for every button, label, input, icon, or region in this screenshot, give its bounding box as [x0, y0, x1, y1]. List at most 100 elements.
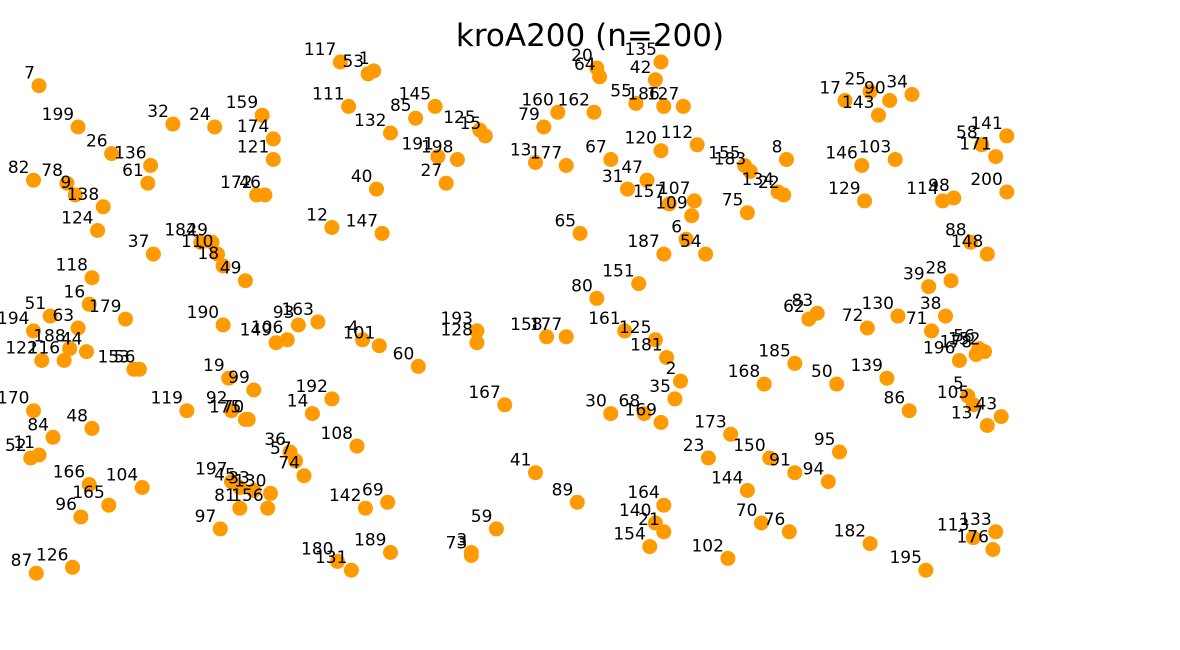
point-38	[938, 308, 953, 324]
point-label-159: 159	[226, 93, 258, 113]
point-171	[988, 149, 1004, 165]
point-label-89: 89	[552, 480, 574, 500]
point-24	[207, 119, 223, 135]
point-label-140: 140	[619, 501, 651, 521]
point-label-32: 32	[147, 102, 169, 122]
point-label-192: 192	[295, 377, 327, 397]
point-147	[374, 225, 390, 241]
point-132	[383, 125, 398, 141]
point-label-106: 106	[251, 318, 283, 338]
point-29	[204, 234, 220, 250]
point-120	[653, 143, 669, 159]
point-32	[165, 116, 181, 132]
point-165	[101, 497, 117, 513]
point-195	[918, 562, 934, 578]
point-label-52: 52	[5, 436, 27, 456]
point-186	[656, 98, 672, 114]
point-label-22: 22	[758, 173, 780, 193]
point-37	[145, 246, 161, 262]
point-170	[26, 403, 41, 419]
point-18	[215, 258, 231, 274]
point-label-43: 43	[976, 395, 998, 415]
point-label-3: 3	[456, 531, 467, 551]
point-11	[31, 447, 47, 463]
point-label-163: 163	[281, 300, 313, 320]
point-164	[656, 497, 672, 513]
point-78	[59, 175, 75, 191]
point-40	[369, 181, 384, 197]
point-label-141: 141	[970, 114, 1002, 134]
point-label-31: 31	[602, 167, 624, 187]
point-label-16: 16	[64, 282, 86, 302]
point-label-65: 65	[554, 211, 576, 231]
point-label-142: 142	[329, 486, 361, 506]
point-194	[26, 323, 41, 339]
point-label-105: 105	[937, 383, 969, 403]
point-label-167: 167	[468, 383, 500, 403]
point-label-190: 190	[187, 303, 219, 323]
point-label-161: 161	[588, 309, 620, 329]
point-label-39: 39	[903, 265, 925, 285]
point-label-12: 12	[306, 206, 328, 226]
point-74	[296, 468, 312, 484]
point-67	[603, 152, 619, 167]
point-label-2: 2	[666, 359, 677, 379]
point-label-125: 125	[619, 318, 651, 338]
point-label-19: 19	[203, 356, 225, 376]
point-label-191: 191	[401, 135, 433, 155]
point-144	[739, 483, 755, 498]
point-label-116: 116	[28, 339, 60, 359]
point-label-42: 42	[630, 58, 652, 78]
point-45	[232, 480, 248, 495]
point-25	[862, 84, 878, 100]
point-184	[193, 234, 209, 250]
point-label-137: 137	[951, 404, 983, 424]
point-label-121: 121	[237, 138, 269, 158]
point-label-174: 174	[237, 117, 269, 137]
point-label-58: 58	[956, 123, 978, 143]
point-199	[70, 119, 86, 135]
point-label-72: 72	[842, 306, 864, 326]
point-94	[820, 474, 836, 490]
point-label-120: 120	[625, 129, 657, 149]
point-200	[999, 184, 1015, 200]
point-103	[887, 152, 903, 167]
point-135	[653, 54, 669, 70]
point-56	[131, 361, 147, 377]
point-label-61: 61	[122, 161, 144, 181]
point-label-132: 132	[354, 111, 386, 131]
point-15	[477, 128, 493, 144]
point-142	[357, 500, 373, 516]
point-31	[620, 181, 635, 197]
point-110	[210, 246, 225, 262]
point-158	[539, 329, 555, 345]
point-label-69: 69	[362, 480, 384, 500]
point-label-48: 48	[66, 406, 88, 426]
point-label-68: 68	[619, 392, 641, 412]
point-label-5: 5	[953, 374, 964, 394]
point-44	[79, 344, 94, 360]
point-93	[290, 317, 306, 333]
point-126	[65, 559, 80, 575]
point-39	[921, 279, 937, 295]
point-101	[371, 338, 387, 354]
point-label-176: 176	[956, 528, 988, 548]
point-label-147: 147	[346, 211, 378, 231]
point-label-164: 164	[627, 483, 659, 503]
point-label-152: 152	[948, 330, 980, 350]
point-57	[288, 453, 304, 469]
point-85	[408, 110, 424, 126]
point-label-38: 38	[920, 294, 942, 314]
point-50	[829, 376, 845, 392]
point-label-124: 124	[61, 209, 93, 229]
point-7	[31, 78, 47, 94]
point-129	[857, 193, 873, 209]
point-label-6: 6	[671, 217, 682, 237]
point-label-144: 144	[711, 469, 743, 489]
point-label-81: 81	[214, 486, 236, 506]
point-88	[963, 234, 979, 250]
point-49	[237, 273, 253, 289]
point-161	[617, 323, 633, 339]
point-82	[26, 172, 41, 188]
point-92	[224, 403, 239, 419]
